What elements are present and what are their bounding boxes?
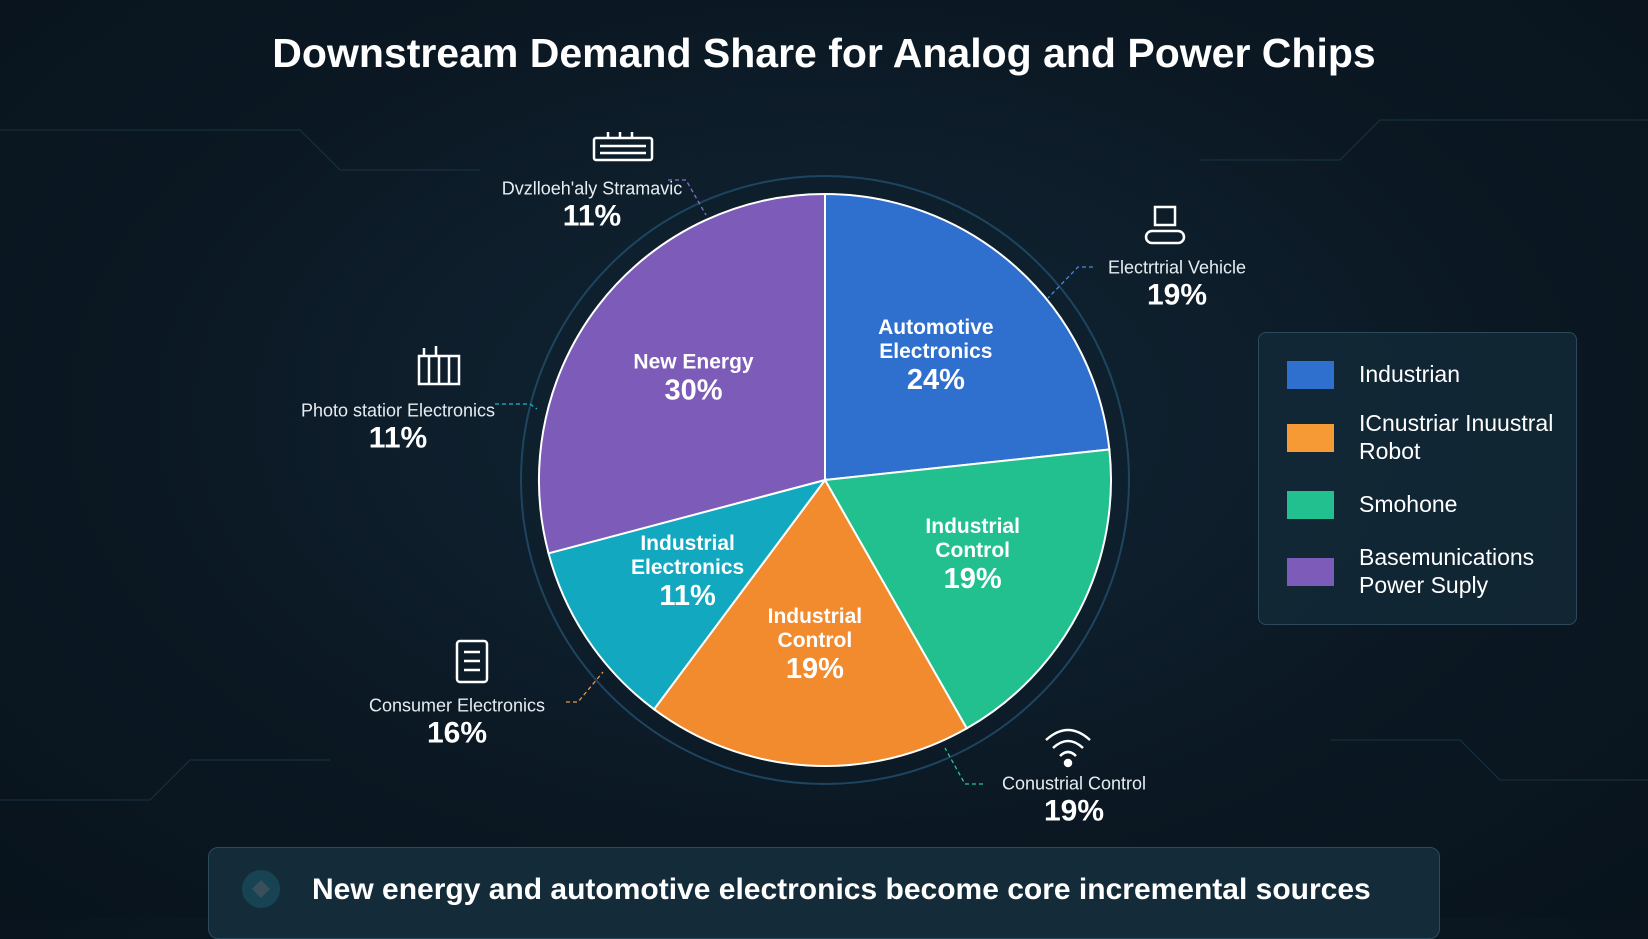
callout-value: 16% <box>426 716 488 750</box>
slice-value: 24% <box>906 364 965 397</box>
callout: Dvzlloeh'aly Stramavic 11% <box>502 178 683 233</box>
slice-name: Industrial Electronics <box>630 532 745 580</box>
pie-ring <box>520 175 1130 785</box>
chart-title: Downstream Demand Share for Analog and P… <box>272 30 1376 76</box>
legend-label: Basemunications Power Suply <box>1359 544 1535 598</box>
slice-value: 19% <box>943 563 1002 595</box>
legend-swatch <box>1287 361 1334 389</box>
callout-label: Conustrial Control <box>1001 773 1147 794</box>
legend-label: ICnustriar Inuustral Robot <box>1359 410 1554 464</box>
legend-swatch <box>1287 491 1334 519</box>
legend-swatch <box>1287 424 1334 452</box>
pie-slice <box>824 192 1111 482</box>
callout-value: 11% <box>562 199 622 233</box>
chart <box>0 119 1648 908</box>
slice-label: New Energy 30% <box>614 350 774 407</box>
callout-icons <box>417 132 1186 768</box>
slice-value: 19% <box>785 653 844 686</box>
slice-name: Industrial Control <box>925 514 1020 562</box>
slice-name: New Energy <box>633 350 754 374</box>
pie-slice <box>652 478 969 767</box>
callout-label: Electrtrial Vehicle <box>1107 257 1247 278</box>
callout-value: 11% <box>368 421 428 455</box>
pie-slice <box>547 478 828 711</box>
callout-label: Consumer Electronics <box>368 695 546 716</box>
slice-label: Industrial Control 19% <box>735 605 895 687</box>
callout: Consumer Electronics 16% <box>369 695 545 750</box>
slice-label: Industrial Control 19% <box>893 515 1053 597</box>
background-lines <box>0 119 1648 801</box>
legend-swatch <box>1287 558 1334 586</box>
legend-label: Industrian <box>1359 361 1461 388</box>
legend: Industrian ICnustriar Inuustral Robot Smoh… <box>1258 332 1577 625</box>
legend-item: Basemunications Power Suply <box>1287 544 1559 600</box>
callout: Electrtrial Vehicle 19% <box>1108 257 1246 312</box>
pie-slice <box>538 192 826 555</box>
pie <box>538 192 1112 767</box>
slice-value: 30% <box>664 374 723 407</box>
pie-slice <box>823 448 1112 730</box>
slice-label: Automotive Electronics 24% <box>856 316 1016 398</box>
slice-label: Industrial Electronics 11% <box>588 532 788 614</box>
callout-label: Photo statior Electronics <box>300 400 496 421</box>
slice-value: 11% <box>659 580 716 613</box>
callout: Conustrial Control 19% <box>1002 773 1146 828</box>
legend-item: Industrian <box>1287 347 1559 403</box>
footer-text: New energy and automotive electronics be… <box>312 873 1371 906</box>
legend-item: ICnustriar Inuustral Robot <box>1287 410 1559 466</box>
connectors <box>495 179 1093 785</box>
legend-item: Smohone <box>1287 477 1559 533</box>
slice-name: Industrial Control <box>767 604 863 652</box>
callout-value: 19% <box>1043 794 1105 828</box>
footer: New energy and automotive electronics be… <box>208 847 1440 939</box>
callout-value: 19% <box>1146 278 1208 312</box>
callout: Photo statior Electronics 11% <box>301 400 495 455</box>
legend-label: Smohone <box>1359 491 1458 518</box>
slice-name: Automotive Electronics <box>878 315 994 363</box>
callout-label: Dvzlloeh'aly Stramavic <box>501 178 683 199</box>
